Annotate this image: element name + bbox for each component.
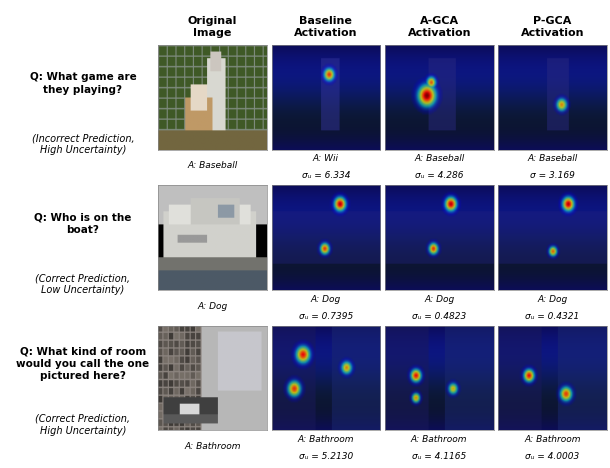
Text: A: Baseball: A: Baseball: [414, 154, 464, 163]
Text: Baseline
Activation: Baseline Activation: [294, 16, 357, 38]
Text: (Correct Prediction,
High Uncertainty): (Correct Prediction, High Uncertainty): [35, 414, 131, 436]
Text: A-GCA
Activation: A-GCA Activation: [407, 16, 471, 38]
Text: A: Baseball: A: Baseball: [187, 161, 238, 170]
Text: σᵤ = 0.7395: σᵤ = 0.7395: [299, 312, 353, 321]
Text: σᵤ = 4.1165: σᵤ = 4.1165: [412, 452, 467, 461]
Text: A: Bathroom: A: Bathroom: [525, 435, 581, 444]
Text: A: Wii: A: Wii: [313, 154, 339, 163]
Text: Q: Who is on the
boat?: Q: Who is on the boat?: [34, 212, 132, 235]
Text: A: Dog: A: Dog: [198, 302, 228, 311]
Text: A: Baseball: A: Baseball: [528, 154, 578, 163]
Text: σᵤ = 6.334: σᵤ = 6.334: [301, 171, 350, 181]
Text: A: Dog: A: Dog: [310, 294, 341, 304]
Text: P-GCA
Activation: P-GCA Activation: [521, 16, 584, 38]
Text: A: Bathroom: A: Bathroom: [184, 442, 241, 451]
Text: σ = 3.169: σ = 3.169: [530, 171, 575, 181]
Text: (Incorrect Prediction,
High Uncertainty): (Incorrect Prediction, High Uncertainty): [32, 133, 134, 155]
Text: A: Dog: A: Dog: [424, 294, 454, 304]
Text: A: Dog: A: Dog: [537, 294, 568, 304]
Text: A: Bathroom: A: Bathroom: [411, 435, 467, 444]
Text: σᵤ = 4.286: σᵤ = 4.286: [415, 171, 464, 181]
Text: σᵤ = 5.2130: σᵤ = 5.2130: [299, 452, 353, 461]
Text: Original
Image: Original Image: [188, 16, 237, 38]
Text: (Correct Prediction,
Low Uncertainty): (Correct Prediction, Low Uncertainty): [35, 274, 131, 295]
Text: σᵤ = 0.4823: σᵤ = 0.4823: [412, 312, 467, 321]
Text: A: Bathroom: A: Bathroom: [298, 435, 354, 444]
Text: Q: What game are
they playing?: Q: What game are they playing?: [29, 72, 136, 95]
Text: σᵤ = 4.0003: σᵤ = 4.0003: [525, 452, 580, 461]
Text: σᵤ = 0.4321: σᵤ = 0.4321: [525, 312, 580, 321]
Text: Q: What kind of room
would you call the one
pictured here?: Q: What kind of room would you call the …: [16, 347, 149, 381]
